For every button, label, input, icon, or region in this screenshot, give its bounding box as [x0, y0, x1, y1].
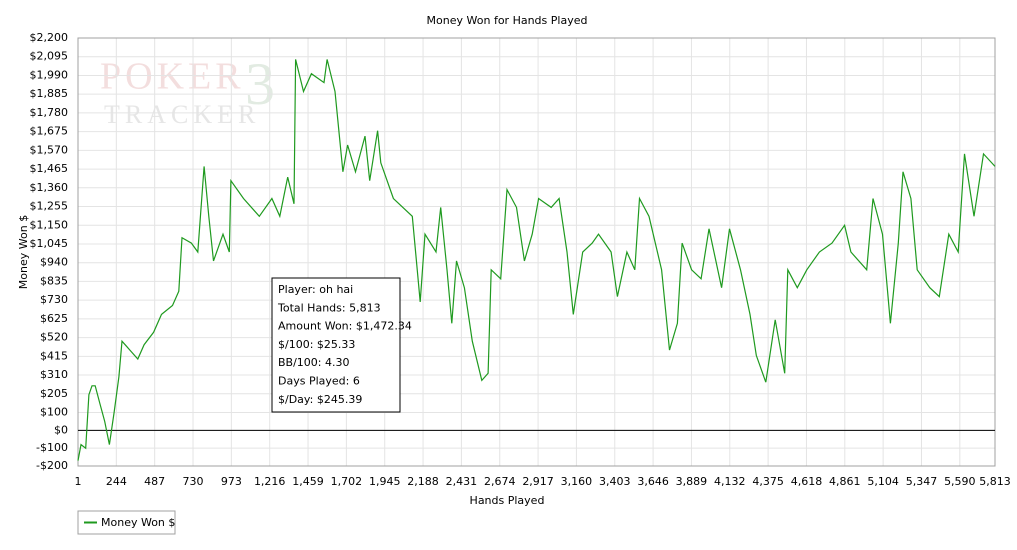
- legend-label: Money Won $: [101, 516, 175, 529]
- x-tick-label: 1: [75, 475, 82, 488]
- y-tick-label: $100: [40, 406, 68, 419]
- x-tick-label: 3,403: [599, 475, 631, 488]
- info-line: Days Played: 6: [278, 375, 360, 388]
- chart-title: Money Won for Hands Played: [427, 14, 588, 27]
- y-axis-label: Money Won $: [17, 215, 30, 289]
- y-tick-label: $310: [40, 368, 68, 381]
- info-line: Player: oh hai: [278, 283, 353, 296]
- x-tick-label: 2,674: [484, 475, 516, 488]
- x-tick-label: 487: [144, 475, 165, 488]
- info-line: $/Day: $245.39: [278, 393, 362, 406]
- x-tick-label: 244: [106, 475, 127, 488]
- y-tick-label: $2,095: [30, 50, 69, 63]
- info-box: Player: oh hai Total Hands: 5,813 Amount W…: [271, 277, 412, 413]
- y-tick-label: -$100: [36, 441, 68, 454]
- x-axis-label: Hands Played: [470, 494, 545, 507]
- x-tick-label: 5,590: [944, 475, 976, 488]
- y-tick-label: $1,885: [30, 87, 69, 100]
- x-tick-label: 1,216: [254, 475, 286, 488]
- plot-border: [77, 37, 996, 467]
- y-tick-label: -$200: [36, 459, 68, 472]
- y-tick-label: $1,990: [30, 68, 69, 81]
- y-tick-label: $0: [54, 423, 68, 436]
- x-tick-label: 4,375: [752, 475, 784, 488]
- x-tick-label: 730: [183, 475, 204, 488]
- watermark-text: TRACKER: [104, 100, 260, 129]
- x-tick-label: 2,917: [522, 475, 554, 488]
- watermark: POKER 3 TRACKER: [100, 51, 275, 129]
- y-tick-label: $730: [40, 293, 68, 306]
- y-tick-label: $625: [40, 312, 68, 325]
- x-tick-label: 4,861: [829, 475, 861, 488]
- y-tick-label: $2,200: [30, 31, 69, 44]
- y-tick-label: $1,675: [30, 125, 69, 138]
- y-tick-label: $940: [40, 256, 68, 269]
- y-tick-label: $835: [40, 274, 68, 287]
- x-tick-label: 2,188: [407, 475, 439, 488]
- legend: Money Won $: [77, 510, 176, 535]
- x-tick-label: 3,646: [637, 475, 669, 488]
- y-tick-label: $1,150: [30, 218, 69, 231]
- y-tick-label: $1,570: [30, 143, 69, 156]
- info-line: BB/100: 4.30: [278, 356, 350, 369]
- info-line: $/100: $25.33: [278, 338, 355, 351]
- x-tick-label: 1,945: [369, 475, 401, 488]
- x-tick-label: 5,347: [906, 475, 938, 488]
- x-tick-label: 973: [221, 475, 242, 488]
- watermark-text: POKER: [100, 56, 245, 98]
- y-tick-label: $1,780: [30, 106, 69, 119]
- x-tick-label: 2,431: [446, 475, 478, 488]
- y-tick-label: $205: [40, 387, 68, 400]
- y-tick-label: $520: [40, 331, 68, 344]
- x-tick-label: 1,459: [292, 475, 324, 488]
- info-box-frame: [271, 277, 401, 413]
- y-tick-label: $1,465: [30, 162, 69, 175]
- x-tick-label: 3,889: [676, 475, 708, 488]
- y-tick-label: $1,360: [30, 181, 69, 194]
- y-tick-label: $1,255: [30, 200, 69, 213]
- legend-frame: [77, 510, 176, 535]
- x-tick-label: 3,160: [561, 475, 593, 488]
- series-line: [77, 59, 996, 461]
- x-tick-label: 5,813: [979, 475, 1011, 488]
- x-tick-label: 4,618: [791, 475, 823, 488]
- y-tick-label: $1,045: [30, 237, 69, 250]
- y-tick-label: $415: [40, 349, 68, 362]
- x-tick-label: 4,132: [714, 475, 746, 488]
- info-line: Amount Won: $1,472.34: [278, 320, 412, 333]
- x-tick-label: 1,702: [331, 475, 363, 488]
- x-tick-label: 5,104: [867, 475, 899, 488]
- info-line: Total Hands: 5,813: [277, 301, 381, 314]
